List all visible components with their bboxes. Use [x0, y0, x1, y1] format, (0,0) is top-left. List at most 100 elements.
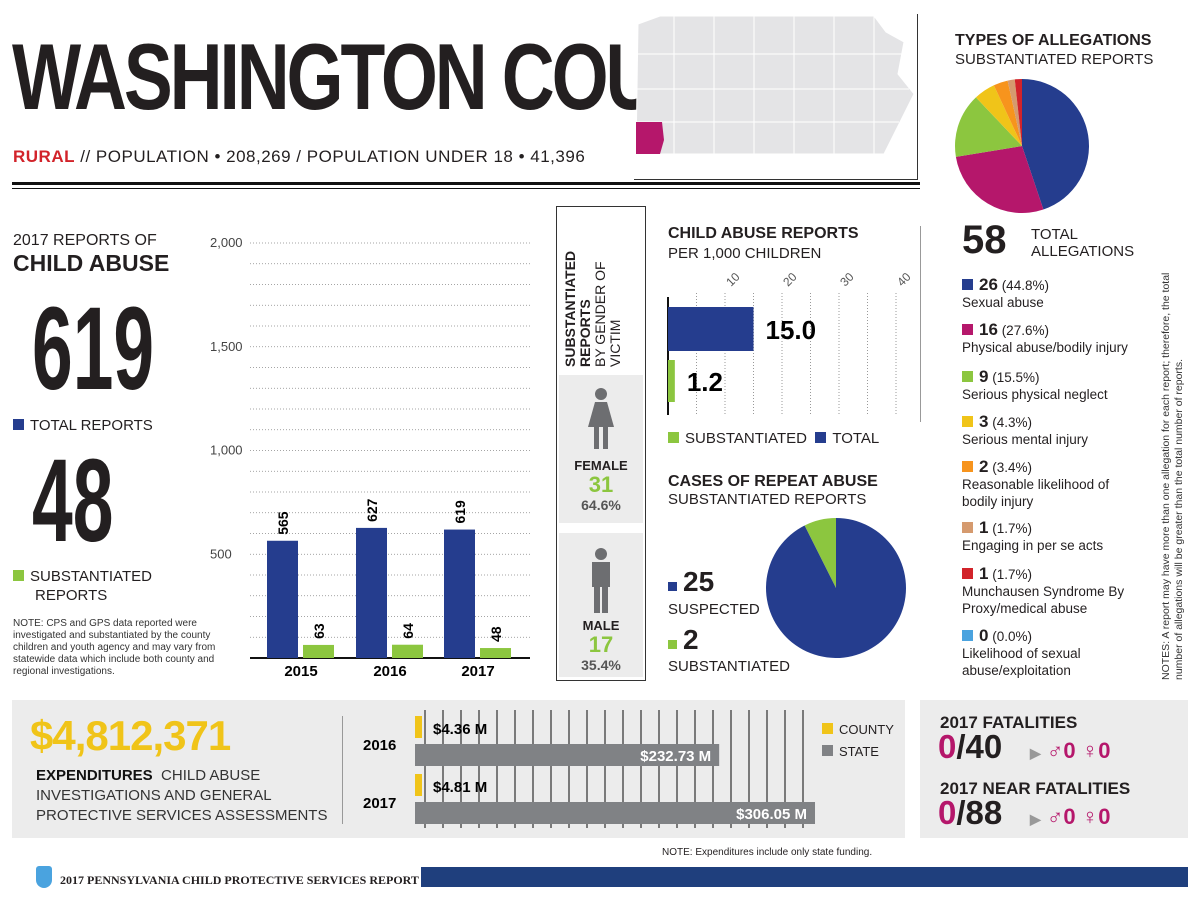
allegations-pie-chart [955, 79, 1089, 213]
repeat-suspected: 25 [668, 566, 714, 598]
expenditures-note: NOTE: Expenditures include only state fu… [662, 847, 873, 858]
allegation-count: 1 [979, 564, 989, 583]
substantiated-count: 2 [683, 624, 699, 655]
color-swatch [962, 522, 973, 533]
bar-value-label: 619 [452, 500, 468, 524]
x-tick-label: 20 [780, 270, 800, 290]
allegation-count: 3 [979, 412, 989, 431]
male-icon: ♂ [1046, 804, 1064, 829]
color-swatch [962, 324, 973, 335]
near-fatalities-title: 2017 NEAR FATALITIES [940, 779, 1131, 798]
bar-value-label: 63 [311, 623, 327, 639]
reports-bar-chart: 2,000 1,500 1,000 500 565 63 2015 627 64 2016 619 4… [210, 235, 530, 680]
bar-value-label: 1.2 [687, 367, 723, 397]
allegation-percent: (0.0%) [992, 629, 1032, 644]
bar-value-label: 48 [488, 626, 504, 642]
bar-value-label: 15.0 [766, 315, 817, 345]
keystone-logo-icon [36, 866, 52, 888]
legend-total: TOTAL [832, 430, 880, 447]
population: POPULATION • 208,269 / POPULATION UNDER … [95, 147, 586, 166]
bar-state-label: $306.05 M [736, 806, 807, 823]
allegation-percent: (44.8%) [1001, 278, 1049, 293]
x-tick-label: 30 [837, 270, 857, 290]
repeat-title: CASES OF REPEAT ABUSE [668, 473, 878, 490]
allegation-label: Sexual abuse [962, 295, 1044, 310]
bar-total [668, 307, 754, 351]
legend-label: SUBSTANTIATED [30, 568, 152, 585]
female-label: FEMALE [574, 458, 628, 473]
legend-label: TOTAL REPORTS [30, 417, 153, 434]
per1000-subtitle: PER 1,000 CHILDREN [668, 245, 822, 262]
suspected-count: 25 [683, 566, 715, 597]
allegation-label: Physical abuse/bodily injury [962, 340, 1128, 355]
allegation-label: Engaging in per se acts [962, 538, 1104, 553]
female-near-fatalities: 0 [1098, 804, 1111, 829]
bar-state-label: $232.73 M [640, 748, 711, 765]
arrow-icon: ▶ [1030, 745, 1041, 761]
fatalities-count: 0 [938, 728, 957, 765]
y-tick-label: 500 [210, 546, 232, 561]
bar-value-label: 64 [400, 623, 416, 639]
fatalities-panel [920, 700, 1188, 838]
allegation-count: 2 [979, 457, 989, 476]
per1000-title: CHILD ABUSE REPORTS [668, 225, 859, 242]
divider [12, 182, 920, 185]
color-swatch [962, 371, 973, 382]
reports-heading-2: CHILD ABUSE [13, 250, 170, 276]
male-label: MALE [582, 618, 620, 633]
bar-county [415, 716, 422, 738]
allegations-note: NOTES: A report may have more than one a… [1160, 272, 1185, 680]
male-near-fatalities: 0 [1063, 804, 1076, 829]
pie-slice-0 [1022, 79, 1089, 210]
allegation-item: 2 (3.4%) Reasonable likelihood of bodily … [962, 458, 1142, 510]
color-swatch [962, 416, 973, 427]
allegation-item: 9 (15.5%) Serious physical neglect [962, 368, 1142, 403]
expenditures-desc: CHILD ABUSE INVESTIGATIONS AND GENERAL P… [36, 767, 328, 824]
allegation-item: 16 (27.6%) Physical abuse/bodily injury [962, 321, 1142, 356]
substantiated-number: 48 [32, 435, 114, 567]
allegation-item: 3 (4.3%) Serious mental injury [962, 413, 1142, 448]
color-swatch [962, 461, 973, 472]
x-tick-label: 2016 [373, 663, 406, 680]
year-label: 2016 [363, 737, 396, 754]
color-swatch [962, 279, 973, 290]
legend-substantiated: SUBSTANTIATED [685, 430, 807, 447]
allegation-percent: (4.3%) [992, 415, 1032, 430]
allegation-label: Serious physical neglect [962, 387, 1108, 402]
x-tick-label: 40 [894, 270, 914, 290]
male-figure-icon [592, 548, 610, 613]
expenditures-description: EXPENDITURES CHILD ABUSE INVESTIGATIONS … [36, 766, 336, 826]
pie-slice-1 [955, 146, 1044, 213]
label: TOTAL [1031, 226, 1078, 243]
bar-value-label: 627 [364, 498, 380, 522]
gender-subheading: BY GENDER OF VICTIM [592, 261, 623, 367]
allegation-count: 9 [979, 367, 989, 386]
total-reports-legend: TOTAL REPORTS [13, 417, 153, 434]
gender-title: SUBSTANTIATED REPORTS BY GENDER OF VICTIM [562, 217, 623, 367]
allegations-title: TYPES OF ALLEGATIONS [955, 32, 1152, 49]
allegation-count: 0 [979, 626, 989, 645]
expenditures-label: EXPENDITURES [36, 767, 153, 784]
male-fatalities: 0 [1063, 738, 1076, 763]
year-label: 2017 [363, 795, 396, 812]
expenditures-legend: COUNTY STATE [822, 719, 894, 763]
female-fatalities: 0 [1098, 738, 1111, 763]
y-tick-label: 1,500 [210, 339, 243, 354]
allegations-subtitle: SUBSTANTIATED REPORTS [955, 51, 1154, 68]
gender-heading: SUBSTANTIATED REPORTS [562, 250, 593, 367]
total-allegations-label: TOTAL ALLEGATIONS [1031, 226, 1134, 260]
bar-county [415, 774, 422, 796]
allegation-percent: (3.4%) [992, 460, 1032, 475]
allegation-percent: (1.7%) [992, 567, 1032, 582]
bar-substantiated [480, 648, 511, 658]
bar-state [415, 744, 720, 766]
divider [12, 188, 920, 189]
allegation-count: 26 [979, 275, 998, 294]
color-swatch [962, 630, 973, 641]
repeat-abuse-pie-chart [766, 518, 906, 658]
pie-slice-suspected [766, 518, 906, 658]
allegation-item: 1 (1.7%) Munchausen Syndrome By Proxy/med… [962, 565, 1142, 617]
allegation-count: 16 [979, 320, 998, 339]
near-fatalities-count: 0 [938, 794, 957, 831]
reports-heading-1: 2017 REPORTS OF [13, 232, 157, 249]
